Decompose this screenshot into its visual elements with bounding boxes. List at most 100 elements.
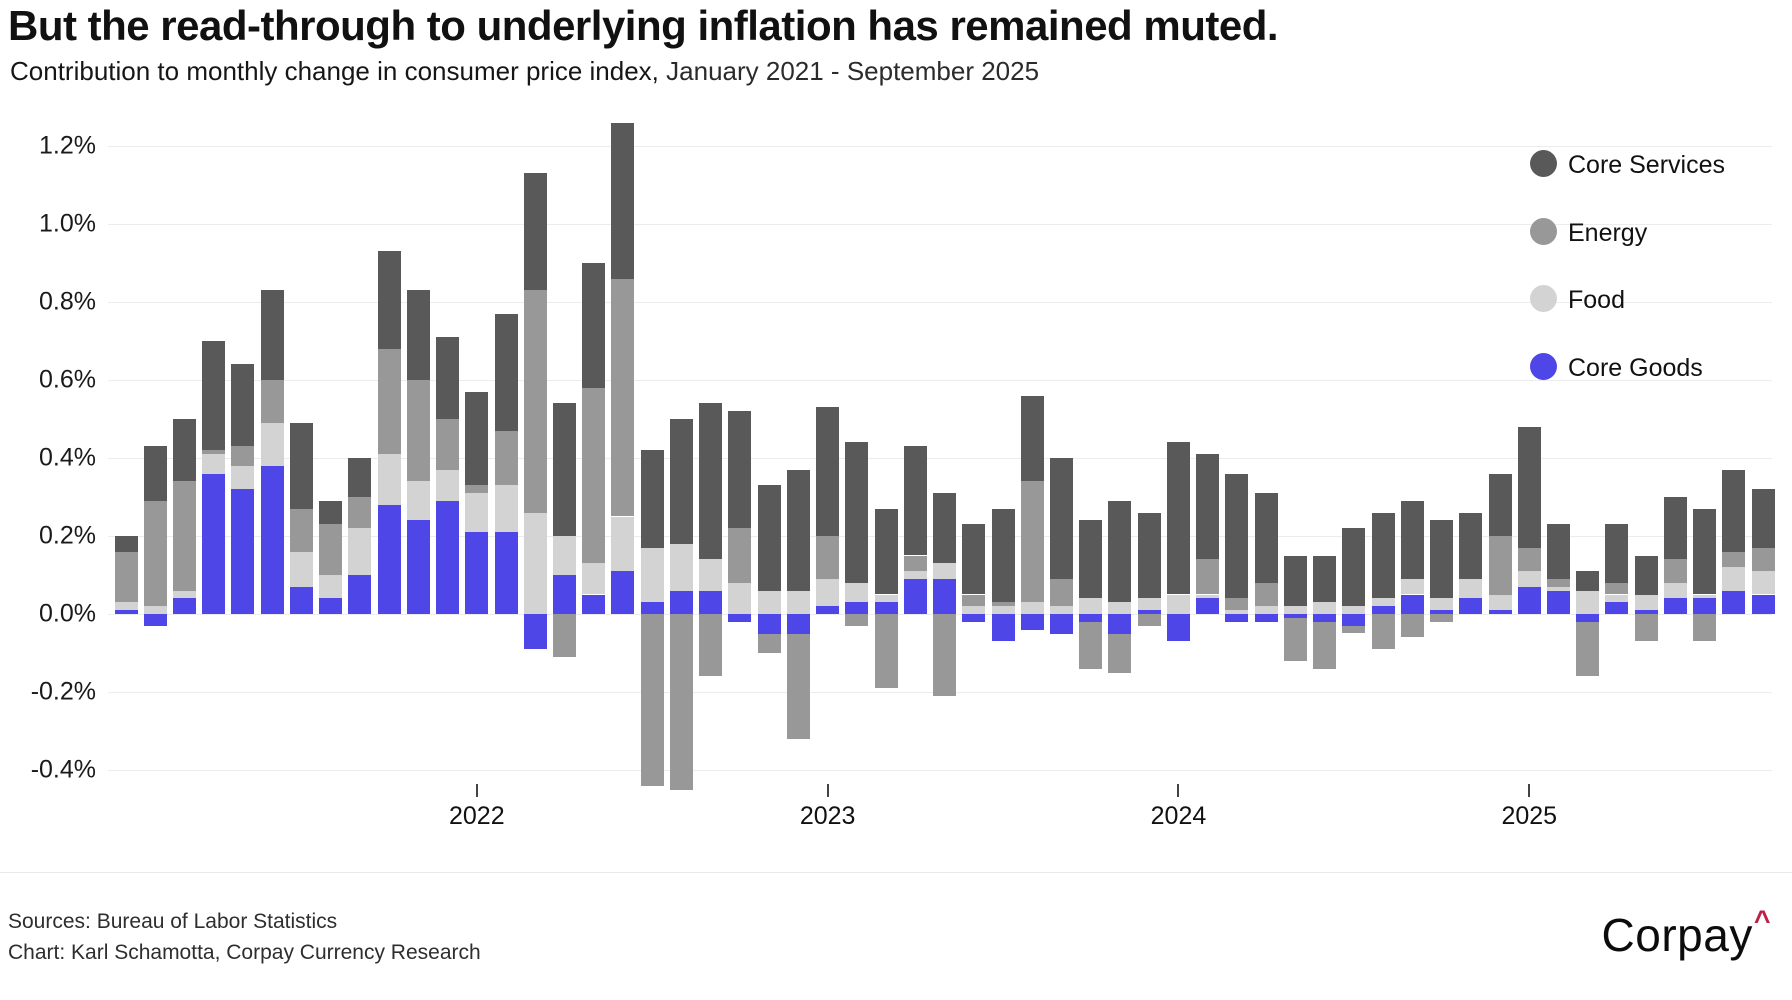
bar-segment-core_services-2022-08 (669, 419, 693, 544)
page-title: But the read-through to underlying infla… (8, 2, 1279, 49)
bar-segment-core_services-2024-01 (1166, 442, 1190, 595)
bar-segment-core_goods-2021-08 (319, 598, 343, 614)
bar-segment-energy-2022-04 (553, 614, 577, 657)
bar-segment-core_services-2022-11 (757, 485, 781, 591)
bar-segment-energy-2022-10 (728, 528, 752, 583)
bar-segment-food-2022-06 (611, 516, 635, 572)
bar-segment-energy-2023-04 (903, 555, 927, 572)
bar-segment-core_goods-2024-09 (1400, 594, 1424, 614)
bar-segment-core_services-2023-04 (903, 446, 927, 556)
bar-segment-core_services-2022-02 (494, 313, 518, 431)
bar-segment-energy-2022-11 (757, 633, 781, 653)
bar-segment-energy-2025-06 (1663, 559, 1687, 583)
bar-segment-energy-2025-03 (1576, 621, 1600, 677)
bar-segment-energy-2021-06 (260, 380, 284, 423)
bar-segment-food-2024-03 (1225, 610, 1249, 614)
bar-segment-core_services-2025-08 (1722, 469, 1746, 552)
bar-segment-core_goods-2023-09 (1050, 614, 1074, 634)
bar-segment-energy-2025-05 (1634, 614, 1658, 642)
bar-segment-core_services-2023-07 (991, 508, 1015, 603)
bar-segment-core_goods-2022-07 (640, 602, 664, 614)
bar-segment-food-2025-04 (1605, 594, 1629, 603)
x-axis-year-label: 2022 (449, 802, 505, 830)
bar-segment-core_services-2021-02 (143, 446, 167, 501)
bar-segment-energy-2025-08 (1722, 551, 1746, 568)
bar-segment-energy-2023-10 (1079, 621, 1103, 669)
bar-segment-energy-2024-10 (1430, 614, 1454, 622)
bar-segment-energy-2021-05 (231, 446, 255, 466)
bar-segment-core_services-2025-04 (1605, 524, 1629, 583)
bar-segment-core_services-2022-05 (582, 263, 606, 388)
bar-segment-core_goods-2022-11 (757, 614, 781, 634)
bar-segment-core_services-2023-09 (1050, 458, 1074, 579)
bar-segment-core_goods-2021-03 (172, 598, 196, 614)
bar-segment-food-2023-07 (991, 606, 1015, 614)
legend-label: Food (1568, 286, 1625, 314)
bar-segment-food-2025-09 (1751, 571, 1775, 595)
y-axis-tick-label: 0.8% (39, 287, 96, 316)
bar-segment-energy-2024-03 (1225, 598, 1249, 611)
bar-segment-food-2021-03 (172, 590, 196, 599)
subtitle-date-range: January 2021 - September 2025 (658, 56, 1040, 86)
bar-segment-core_goods-2023-04 (903, 578, 927, 614)
bar-segment-energy-2021-04 (202, 450, 226, 455)
bar-segment-energy-2022-03 (523, 290, 547, 513)
bar-segment-food-2021-02 (143, 606, 167, 614)
y-axis-tick-label: 0.0% (39, 599, 96, 628)
bar-segment-core_services-2021-04 (202, 341, 226, 451)
bar-segment-energy-2024-12 (1488, 536, 1512, 595)
bar-segment-core_services-2021-06 (260, 290, 284, 380)
bar-segment-energy-2024-05 (1283, 617, 1307, 661)
bar-segment-food-2024-04 (1254, 606, 1278, 614)
bar-segment-food-2023-12 (1137, 598, 1161, 611)
bar-segment-energy-2023-01 (816, 536, 840, 579)
gridline (108, 380, 1772, 381)
bar-segment-energy-2021-07 (289, 508, 313, 552)
bar-segment-core_services-2021-05 (231, 364, 255, 447)
bar-segment-core_goods-2024-08 (1371, 606, 1395, 614)
bar-segment-energy-2023-08 (1020, 481, 1044, 603)
bar-segment-energy-2025-01 (1517, 547, 1541, 572)
bar-segment-food-2024-10 (1430, 598, 1454, 611)
bar-segment-core_services-2021-12 (436, 337, 460, 419)
bar-segment-food-2024-01 (1166, 594, 1190, 614)
bar-segment-food-2023-03 (874, 594, 898, 603)
bar-segment-core_services-2025-03 (1576, 571, 1600, 591)
bar-segment-energy-2021-09 (348, 497, 372, 529)
bar-segment-food-2025-01 (1517, 571, 1541, 587)
bar-segment-food-2021-01 (114, 602, 138, 611)
bar-segment-core_goods-2025-07 (1693, 598, 1717, 614)
bar-segment-core_goods-2025-08 (1722, 590, 1746, 614)
gridline (108, 770, 1772, 771)
bar-segment-core_goods-2025-01 (1517, 586, 1541, 614)
x-axis-year-label: 2025 (1501, 802, 1558, 830)
bar-segment-food-2022-09 (699, 559, 723, 591)
bar-segment-energy-2021-03 (172, 481, 196, 591)
bar-segment-food-2023-09 (1050, 606, 1074, 614)
bar-segment-core_goods-2022-03 (523, 614, 547, 650)
bar-segment-food-2024-07 (1342, 606, 1366, 614)
bar-segment-food-2023-08 (1020, 602, 1044, 614)
bar-segment-food-2022-10 (728, 582, 752, 614)
bar-segment-food-2023-10 (1079, 598, 1103, 614)
bar-segment-core_goods-2024-07 (1342, 614, 1366, 626)
bar-segment-food-2024-05 (1283, 606, 1307, 614)
bar-segment-energy-2021-02 (143, 500, 167, 607)
x-axis-tick (1177, 784, 1180, 797)
bar-segment-core_services-2024-02 (1196, 454, 1220, 560)
x-axis-year-label: 2024 (1150, 802, 1207, 830)
bar-segment-food-2025-03 (1576, 590, 1600, 614)
bar-segment-core_goods-2024-11 (1459, 598, 1483, 614)
bar-segment-energy-2021-12 (436, 419, 460, 470)
bar-segment-core_services-2024-07 (1342, 528, 1366, 607)
bar-segment-food-2022-12 (786, 590, 810, 614)
bar-segment-energy-2022-01 (465, 485, 489, 494)
logo-caret-icon: ^ (1753, 905, 1771, 938)
bar-segment-core_services-2025-05 (1634, 555, 1658, 595)
bar-segment-core_goods-2022-10 (728, 614, 752, 622)
bar-segment-core_goods-2025-02 (1547, 590, 1570, 614)
bar-segment-core_goods-2021-01 (114, 610, 138, 614)
bar-segment-core_services-2022-12 (786, 469, 810, 591)
bar-segment-core_goods-2025-04 (1605, 602, 1629, 614)
bar-segment-food-2025-06 (1663, 582, 1687, 599)
